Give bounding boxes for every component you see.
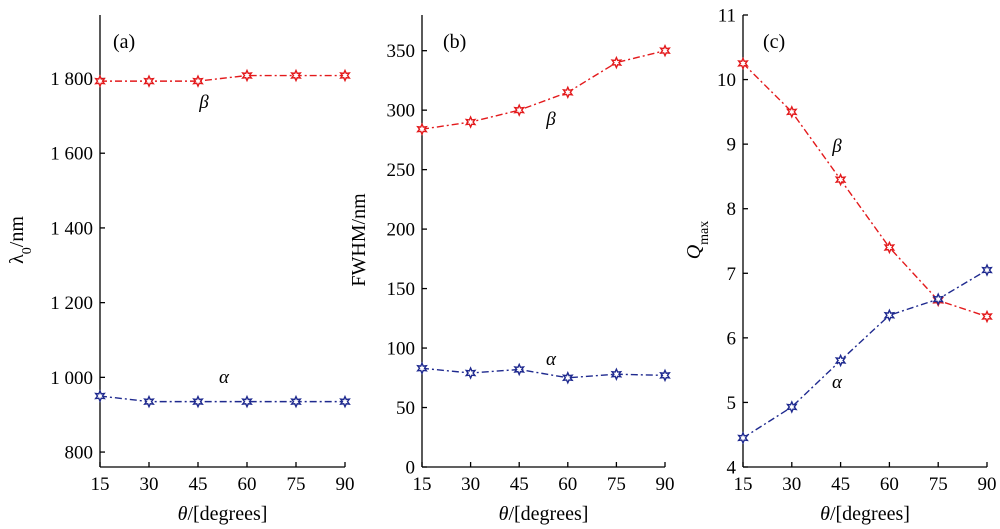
panel-b-series-alpha-line	[421, 367, 666, 379]
panel-c-label: (c)	[763, 31, 785, 53]
panel-c-series-alpha-point	[737, 431, 749, 445]
panel-c-y-tick-label: 5	[727, 393, 737, 414]
panel-a-y-tick-label: 1 200	[50, 293, 93, 314]
panel-b-y-tick-label: 0	[406, 458, 416, 479]
panel-b-series-beta-line	[421, 50, 666, 130]
panel-b-x-tick-label: 30	[461, 474, 480, 495]
panel-c-series-alpha-point	[834, 353, 847, 368]
panel-b-x-axis-title: θ/[degrees]	[499, 503, 589, 525]
panel-b-y-tick-label: 350	[387, 41, 416, 62]
panel-b-y-axis-title: FWHM/nm	[348, 193, 370, 287]
panel-c-x-tick-label: 60	[880, 474, 899, 495]
panel-c-series-beta-point	[883, 240, 896, 255]
panel-b-y-tick-label: 200	[387, 220, 416, 241]
panel-c-series-alpha-line	[742, 269, 988, 439]
panel-a-y-axis-title: λ0/nm	[6, 216, 35, 264]
panel-c-y-tick-label: 9	[727, 135, 737, 156]
panel-b-y-tick-label: 150	[387, 279, 416, 300]
panel-a-series-alpha-label: α	[219, 367, 230, 388]
panel-a-x-tick-label: 60	[238, 474, 257, 495]
panel-c-series-alpha-label: α	[832, 372, 843, 393]
panel-a-label: (a)	[113, 31, 135, 53]
panel-b-series-beta-label: β	[545, 109, 556, 130]
panel-c-x-tick-label: 75	[929, 474, 948, 495]
panel-b-x-tick-label: 60	[558, 474, 577, 495]
panel-b-series-beta-point	[416, 122, 428, 136]
panel-b-x-tick-label: 15	[413, 474, 432, 495]
panel-b-series-alpha-point	[610, 367, 623, 381]
panel-a-y-tick-label: 1 600	[50, 144, 93, 165]
panel-a-series-beta-point	[241, 68, 253, 83]
panel-c-series-beta-line	[742, 62, 988, 318]
panel-a-y-tick-label: 1 800	[50, 69, 93, 90]
panel-a-series-beta-point	[290, 68, 302, 83]
panel-b-series-alpha-point	[513, 362, 526, 377]
panel-b-x-tick-label: 90	[656, 474, 675, 495]
panel-a-series-beta-point	[339, 68, 351, 83]
panel-c-y-axis-title: Qmax	[683, 221, 712, 260]
panel-b-series-alpha-label: α	[546, 349, 557, 370]
panel-b-x-tick-label: 75	[607, 474, 626, 495]
panel-a-x-tick-label: 30	[140, 474, 159, 495]
panel-b-series-beta-point	[464, 115, 477, 129]
panel-a-series-beta-point	[192, 74, 204, 88]
panel-a-series-beta-point	[94, 74, 106, 88]
panel-b-series-beta-point	[610, 55, 623, 70]
panel-b-y-tick-label: 300	[387, 101, 416, 122]
panel-b-series-beta-point	[659, 43, 671, 58]
panel-b-y-tick-label: 50	[396, 398, 415, 419]
panel-a-series-alpha-point	[339, 394, 351, 409]
panel-b-series-alpha-point	[561, 371, 574, 385]
panel-a-series-alpha-point	[192, 394, 204, 409]
panel-b-y-tick-label: 250	[387, 160, 416, 181]
panel-c-x-axis-title: θ/[degrees]	[820, 503, 910, 525]
panel-c-series-alpha-point	[981, 263, 993, 277]
panel-c-series-alpha-point	[785, 400, 798, 414]
panel-c-series-beta-point	[981, 309, 993, 324]
panel-c-y-tick-label: 10	[717, 70, 736, 91]
panel-c-x-tick-label: 15	[734, 474, 753, 495]
panel-c-series-beta-point	[737, 56, 749, 71]
panel-a-y-tick-label: 1 000	[50, 368, 93, 389]
panel-a-series-alpha-point	[143, 394, 155, 409]
panel-b-series-alpha-point	[464, 366, 477, 380]
panel-c-series-alpha-point	[883, 308, 896, 322]
panel-a-series-alpha-point	[94, 389, 106, 403]
panel-a-series-alpha-point	[290, 394, 302, 409]
panel-c-x-tick-label: 45	[831, 474, 850, 495]
panel-a-series-beta-point	[143, 74, 155, 88]
panel-b-y-tick-label: 100	[387, 339, 416, 360]
panel-c-series-alpha-point	[932, 292, 945, 306]
panel-a-series-alpha-point	[241, 394, 253, 409]
panel-c-y-tick-label: 6	[727, 328, 737, 349]
panel-b-x-tick-label: 45	[510, 474, 529, 495]
panel-c-y-tick-label: 4	[727, 458, 737, 479]
panel-c-series-beta-label: β	[831, 136, 842, 157]
panel-b-series-alpha-point	[659, 368, 671, 383]
panel-a-x-tick-label: 75	[287, 474, 306, 495]
panel-b-series-alpha-point	[416, 361, 428, 376]
panel-a-series-beta-label: β	[198, 92, 209, 113]
panel-c-series-beta-point	[785, 105, 798, 119]
panel-a-x-tick-label: 90	[336, 474, 355, 495]
panel-a-x-axis-title: θ/[degrees]	[178, 503, 268, 525]
panel-b-series-beta-point	[513, 103, 526, 117]
panel-b-series-beta-point	[561, 85, 574, 100]
panel-c-y-tick-label: 8	[727, 199, 737, 220]
panel-a-x-tick-label: 45	[189, 474, 208, 495]
panel-c-x-tick-label: 90	[978, 474, 997, 495]
panel-c-series-beta-point	[834, 172, 847, 187]
panel-a-series-alpha-line	[99, 395, 345, 403]
panel-c-x-tick-label: 30	[782, 474, 801, 495]
panel-a-series-beta-line	[100, 74, 345, 82]
panel-c-y-tick-label: 7	[727, 264, 737, 285]
panel-c-y-tick-label: 11	[718, 6, 736, 27]
panel-a-y-tick-label: 1 400	[50, 218, 93, 239]
panel-a-x-tick-label: 15	[91, 474, 110, 495]
panel-b-label: (b)	[443, 31, 466, 53]
panel-a-y-tick-label: 800	[65, 443, 94, 464]
